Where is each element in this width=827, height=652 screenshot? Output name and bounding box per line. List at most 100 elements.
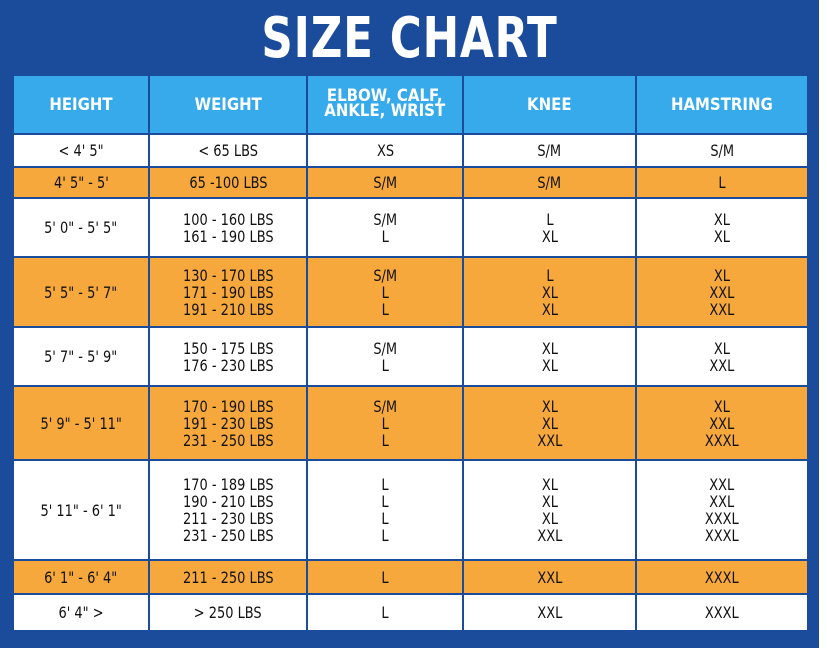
elbow-calf-ankle-wrist-cell: S/M L — [306, 326, 464, 386]
cell-value: XL — [541, 282, 558, 302]
cell-value: XL — [713, 226, 731, 246]
knee-cell: XXL — [462, 559, 637, 594]
cell-value: XXXL — [705, 509, 739, 528]
height-cell: 5' 5" - 5' 7" — [12, 256, 150, 327]
hamstring-cell: XL XXL XXL — [635, 256, 809, 327]
hamstring-cell: XXXL — [635, 559, 809, 594]
size-table: HEIGHT WEIGHT ELBOW, CALF, ANKLE, WRIST KNEE… — [12, 76, 809, 630]
cell-value: S/M — [710, 141, 734, 160]
cell-value: 176 - 230 LBS — [182, 355, 274, 375]
height-cell: < 4' 5" — [12, 133, 150, 167]
cell-value: XL — [541, 396, 558, 416]
weight-cell: 211 - 250 LBS — [148, 559, 308, 594]
cell-value: L — [381, 430, 389, 450]
table-row: 5' 9" - 5' 11" 170 - 190 LBS 191 - 230 LBS… — [12, 385, 809, 460]
cell-value: XXL — [709, 282, 735, 302]
header-knee: KNEE — [462, 76, 637, 134]
cell-value: 191 - 230 LBS — [182, 413, 274, 433]
header-weight: WEIGHT — [148, 76, 308, 134]
cell-value: 150 - 175 LBS — [182, 338, 274, 358]
cell-value: > 250 LBS — [194, 603, 262, 622]
knee-cell: XL XL XXL — [462, 385, 637, 460]
cell-value: 65 -100 LBS — [188, 173, 268, 192]
height-cell: 6' 4" > — [12, 593, 150, 630]
table-row: 4' 5" - 5' 65 -100 LBS S/M S/M L — [12, 166, 809, 198]
cell-value: 231 - 250 LBS — [182, 430, 274, 450]
cell-value: 6' 4" > — [58, 603, 104, 622]
cell-value: 5' 11" - 6' 1" — [40, 500, 122, 520]
cell-value: XXXL — [705, 526, 739, 545]
cell-value: < 4' 5" — [58, 141, 104, 160]
cell-value: XL — [713, 396, 731, 416]
cell-value: 211 - 230 LBS — [182, 509, 274, 528]
hamstring-cell: XXL XXL XXXL XXXL — [635, 459, 809, 560]
knee-cell: XL XL — [462, 326, 637, 386]
cell-value: XXL — [709, 413, 735, 433]
header-hamstring: HAMSTRING — [635, 76, 809, 134]
cell-value: L — [381, 526, 389, 545]
cell-value: L — [545, 265, 554, 285]
cell-value: L — [381, 475, 389, 494]
hamstring-cell: S/M — [635, 133, 809, 167]
cell-value: XXL — [709, 299, 735, 319]
knee-cell: S/M — [462, 133, 637, 167]
cell-value: XL — [541, 355, 558, 375]
cell-value: XL — [541, 475, 558, 494]
elbow-calf-ankle-wrist-cell: XS — [306, 133, 464, 167]
cell-value: S/M — [373, 396, 397, 416]
knee-cell: S/M — [462, 166, 637, 198]
table-row: 6' 4" > > 250 LBS L XXL XXXL — [12, 593, 809, 630]
header-label: HEIGHT — [49, 95, 113, 115]
cell-value: XL — [541, 299, 558, 319]
cell-value: L — [381, 355, 389, 375]
cell-value: XXL — [709, 355, 735, 375]
cell-value: L — [381, 282, 389, 302]
cell-value: 190 - 210 LBS — [182, 492, 274, 511]
cell-value: XXXL — [705, 430, 739, 450]
weight-cell: 170 - 189 LBS 190 - 210 LBS 211 - 230 LBS 2… — [148, 459, 308, 560]
hamstring-cell: L — [635, 166, 809, 198]
cell-value: XL — [541, 413, 558, 433]
height-cell: 5' 0" - 5' 5" — [12, 197, 150, 257]
cell-value: S/M — [373, 209, 397, 229]
cell-value: XXL — [537, 603, 562, 622]
weight-cell: 130 - 170 LBS 171 - 190 LBS 191 - 210 LBS — [148, 256, 308, 327]
cell-value: L — [381, 299, 389, 319]
height-cell: 5' 7" - 5' 9" — [12, 326, 150, 386]
cell-value: 170 - 189 LBS — [182, 475, 274, 494]
hamstring-cell: XXXL — [635, 593, 809, 630]
table-row: 5' 7" - 5' 9" 150 - 175 LBS 176 - 230 LBS S… — [12, 326, 809, 386]
weight-cell: 65 -100 LBS — [148, 166, 308, 198]
cell-value: XXL — [537, 567, 562, 587]
knee-cell: XXL — [462, 593, 637, 630]
cell-value: < 65 LBS — [198, 141, 258, 160]
cell-value: XL — [541, 492, 558, 511]
cell-value: XXL — [537, 526, 562, 545]
cell-value: XL — [713, 209, 731, 229]
table-row: 6' 1" - 6' 4" 211 - 250 LBS L XXL XXXL — [12, 559, 809, 594]
height-cell: 5' 11" - 6' 1" — [12, 459, 150, 560]
header-label: ELBOW, CALF, — [327, 86, 443, 106]
cell-value: XXXL — [705, 603, 739, 622]
table-row: 5' 11" - 6' 1" 170 - 189 LBS 190 - 210 LBS… — [12, 459, 809, 560]
cell-value: 6' 1" - 6' 4" — [44, 567, 118, 587]
cell-value: 130 - 170 LBS — [182, 265, 274, 285]
header-label: KNEE — [527, 95, 572, 115]
table-body: < 4' 5" < 65 LBS XS S/M S/M 4' 5" - 5' 65 -100… — [12, 133, 809, 630]
cell-value: 5' 5" - 5' 7" — [44, 282, 118, 302]
table-row: 5' 0" - 5' 5" 100 - 160 LBS 161 - 190 LBS S… — [12, 197, 809, 257]
cell-value: S/M — [537, 173, 562, 192]
page-title: SIZE CHART — [261, 6, 558, 71]
elbow-calf-ankle-wrist-cell: S/M — [306, 166, 464, 198]
cell-value: S/M — [373, 173, 397, 192]
cell-value: 4' 5" - 5' — [53, 173, 109, 192]
cell-value: XXL — [537, 430, 562, 450]
table-row: < 4' 5" < 65 LBS XS S/M S/M — [12, 133, 809, 167]
header-label: WEIGHT — [194, 95, 262, 115]
weight-cell: 100 - 160 LBS 161 - 190 LBS — [148, 197, 308, 257]
elbow-calf-ankle-wrist-cell: S/M L L — [306, 256, 464, 327]
cell-value: S/M — [373, 338, 397, 358]
knee-cell: L XL — [462, 197, 637, 257]
